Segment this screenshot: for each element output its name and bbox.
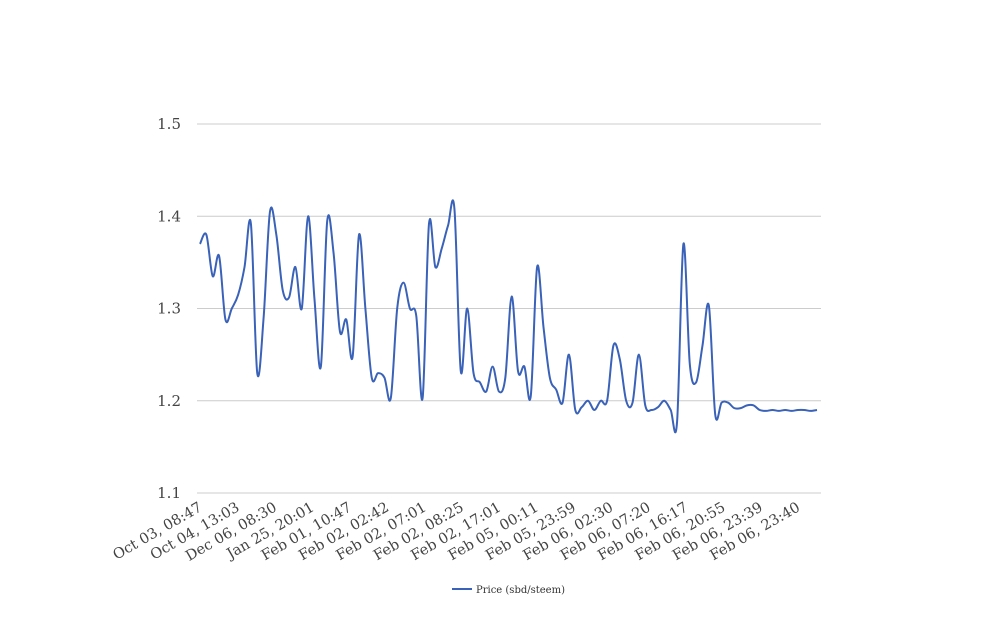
legend-label: Price (sbd/steem) xyxy=(476,585,565,596)
y-axis-ticks: 1.1 1.2 1.3 1.4 1.5 xyxy=(157,115,181,502)
legend: Price (sbd/steem) xyxy=(452,585,565,596)
y-tick-label: 1.4 xyxy=(157,207,181,225)
y-tick-label: 1.5 xyxy=(157,115,181,133)
y-tick-label: 1.2 xyxy=(157,392,181,410)
series-layer xyxy=(199,199,818,434)
y-tick-label: 1.3 xyxy=(157,300,181,318)
series-line-0 xyxy=(199,199,818,434)
gridlines xyxy=(197,123,821,494)
y-tick-label: 1.1 xyxy=(157,484,181,502)
